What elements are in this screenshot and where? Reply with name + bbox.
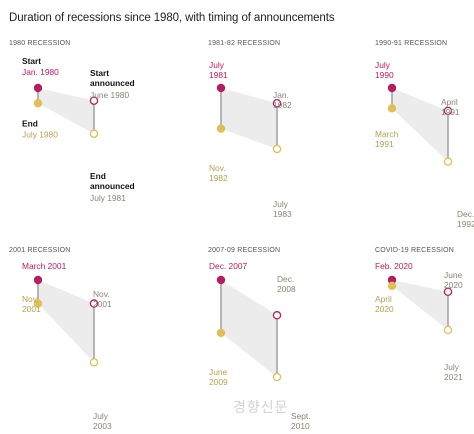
start-announced-label-4: Dec. 2008 <box>277 274 296 294</box>
end-label-1: Nov. 1982 <box>209 163 228 183</box>
end-announced-point-1 <box>272 144 282 154</box>
end-point-1 <box>216 124 226 133</box>
start-announced-label-1: Jan. 1982 <box>273 90 292 110</box>
end-announced-label-3: July 2003 <box>93 411 112 431</box>
end-label-3: Nov. 2001 <box>22 294 41 314</box>
end-announced-label-4: Sept. 2010 <box>291 411 311 431</box>
start-point-2 <box>387 83 397 93</box>
legend-end-label: End <box>22 119 38 129</box>
panel-title-4: 2007-09 RECESSION <box>208 247 280 254</box>
start-announced-point-1 <box>272 98 282 108</box>
end-label-4: June 2009 <box>209 367 228 387</box>
start-label-0: Jan. 1980 <box>22 67 59 77</box>
start-label-4: Dec. 2007 <box>209 261 248 271</box>
announcement-lag-band-4 <box>221 280 277 378</box>
panel-title-5: COVID-19 RECESSION <box>375 247 454 254</box>
start-announced-point-3 <box>89 299 99 308</box>
chart-title: Duration of recessions since 1980, with … <box>9 12 335 24</box>
announcement-lag-band-1 <box>221 88 277 149</box>
panel-title-2: 1990-91 RECESSION <box>375 40 447 47</box>
start-announced-point-4 <box>272 311 282 320</box>
legend-start-announced-label: Start announced <box>90 68 135 88</box>
start-label-5: Feb. 2020 <box>375 261 413 271</box>
start-point-1 <box>216 83 226 93</box>
announcement-lag-band-5 <box>392 280 448 330</box>
announcement-lag-band-2 <box>392 88 448 162</box>
watermark-text: 경향신문 <box>233 400 289 416</box>
panel-title-0: 1980 RECESSION <box>9 40 71 47</box>
start-announced-point-2 <box>443 106 453 116</box>
start-label-1: July 1981 <box>209 60 228 80</box>
start-label-3: March 2001 <box>22 261 67 271</box>
end-announced-point-2 <box>443 157 453 166</box>
end-announced-point-0 <box>89 129 99 138</box>
start-point-5 <box>387 275 397 285</box>
start-announced-label-0: June 1980 <box>90 90 129 100</box>
end-point-3 <box>33 299 43 308</box>
start-point-4 <box>216 275 226 285</box>
legend-end-announced-label: End announced <box>90 171 135 191</box>
end-announced-point-3 <box>89 358 99 367</box>
start-announced-label-2: April 1991 <box>441 97 460 117</box>
end-announced-label-2: Dec. 1992 <box>457 209 474 229</box>
end-label-0: July 1980 <box>22 130 58 140</box>
end-announced-label-1: July 1983 <box>273 199 292 219</box>
start-announced-point-0 <box>89 96 99 105</box>
legend-start-label: Start <box>22 56 41 66</box>
announcement-lag-band-0 <box>38 88 94 134</box>
end-announced-point-5 <box>443 325 453 335</box>
end-announced-label-5: July 2021 <box>444 362 463 382</box>
end-label-2: March 1991 <box>375 129 399 149</box>
start-label-2: July 1990 <box>375 60 394 80</box>
start-point-0 <box>33 83 43 93</box>
start-point-3 <box>33 275 43 285</box>
start-announced-point-5 <box>443 287 453 297</box>
end-point-4 <box>216 328 226 338</box>
start-announced-label-3: Nov. 2001 <box>93 289 112 309</box>
end-point-2 <box>387 104 397 113</box>
announcement-lag-band-3 <box>38 280 94 363</box>
end-point-0 <box>33 99 43 108</box>
end-announced-point-4 <box>272 372 282 382</box>
start-announced-label-5: June 2020 <box>444 270 463 290</box>
end-label-5: April 2020 <box>375 294 394 314</box>
panel-title-3: 2001 RECESSION <box>9 247 71 254</box>
end-announced-label-0: July 1981 <box>90 193 126 203</box>
end-point-5 <box>387 281 397 291</box>
panel-title-1: 1981-82 RECESSION <box>208 40 280 47</box>
